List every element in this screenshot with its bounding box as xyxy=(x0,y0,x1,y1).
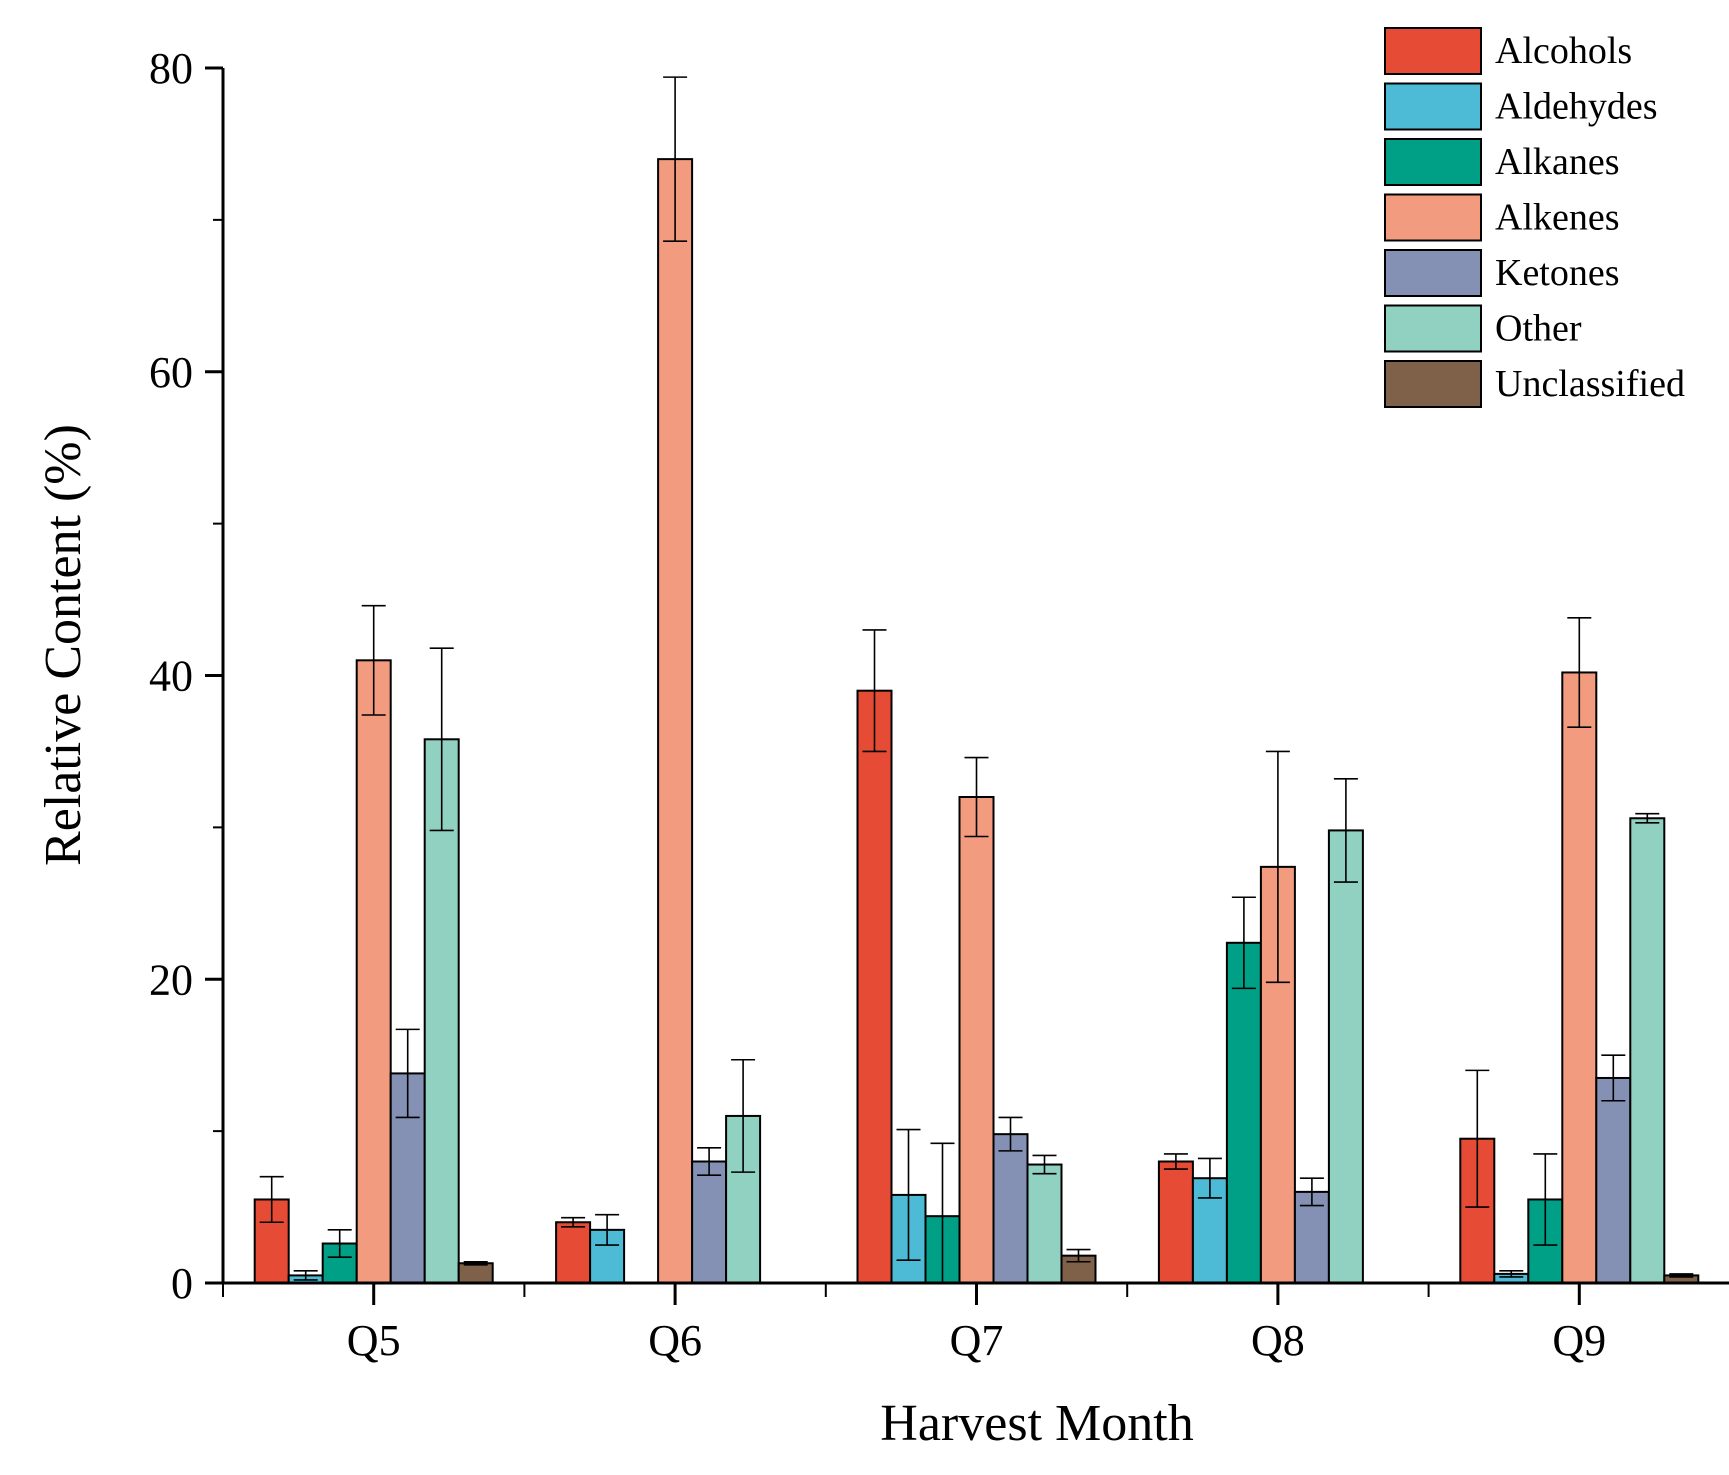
legend-label-alkenes: Alkenes xyxy=(1495,197,1620,239)
legend-item-aldehydes: Aldehydes xyxy=(1384,82,1658,131)
error-bar-aldehydes-q6 xyxy=(595,1213,620,1246)
y-axis-title: Relative Content (%) xyxy=(35,424,92,866)
error-bar-unclassified-q7 xyxy=(1066,1248,1091,1263)
y-tick-label: 20 xyxy=(149,955,193,1004)
error-bar-other-q5 xyxy=(429,647,454,832)
error-bar-ketones-q8 xyxy=(1299,1177,1324,1207)
error-bar-alcohols-q7 xyxy=(862,629,887,753)
bar-alkanes-q8 xyxy=(1225,941,1262,1284)
error-bar-alcohols-q8 xyxy=(1163,1153,1188,1170)
y-tick-label: 80 xyxy=(149,44,193,93)
bar-alcohols-q8 xyxy=(1157,1160,1194,1284)
error-bar-alcohols-q9 xyxy=(1465,1069,1490,1208)
legend-label-alcohols: Alcohols xyxy=(1495,30,1632,72)
error-bar-ketones-q5 xyxy=(395,1028,420,1119)
legend-item-unclassified: Unclassified xyxy=(1384,360,1685,408)
bar-other-q8 xyxy=(1327,829,1364,1284)
legend-label-alkanes: Alkanes xyxy=(1495,141,1620,183)
x-tick-label-q6: Q6 xyxy=(648,1316,702,1365)
error-bar-alcohols-q5 xyxy=(259,1175,284,1224)
error-bar-aldehydes-q5 xyxy=(293,1270,318,1281)
legend-item-ketones: Ketones xyxy=(1384,249,1620,297)
error-bars-layer xyxy=(259,76,1694,1284)
error-bar-alkenes-q6 xyxy=(663,76,688,242)
bar-unclassified-q5 xyxy=(457,1262,494,1284)
bar-ketones-q7 xyxy=(992,1133,1029,1284)
bar-alcohols-q6 xyxy=(555,1221,592,1284)
error-bar-alkenes-q9 xyxy=(1567,616,1592,728)
error-bar-aldehydes-q9 xyxy=(1499,1270,1524,1278)
legend-swatch-other xyxy=(1384,304,1482,353)
bar-other-q7 xyxy=(1026,1163,1063,1284)
error-bar-other-q7 xyxy=(1032,1154,1057,1175)
legend-item-other: Other xyxy=(1384,304,1582,353)
legend-swatch-alkanes xyxy=(1384,138,1482,186)
x-axis-title: Harvest Month xyxy=(880,1395,1193,1452)
error-bar-other-q8 xyxy=(1333,777,1358,883)
bar-alcohols-q7 xyxy=(856,689,893,1284)
x-tick-label-q8: Q8 xyxy=(1251,1316,1305,1365)
error-bar-ketones-q9 xyxy=(1601,1054,1626,1102)
x-tick-label-q9: Q9 xyxy=(1552,1316,1606,1365)
legend-item-alkenes: Alkenes xyxy=(1384,193,1620,242)
error-bar-alkenes-q5 xyxy=(361,604,386,716)
error-bar-other-q9 xyxy=(1635,812,1660,824)
ticks-layer: 0 20 40 60 80 Q5 Q6 Q7 Q8 Q9 xyxy=(149,44,1606,1365)
y-tick-label: 40 xyxy=(149,652,193,701)
error-bar-ketones-q7 xyxy=(998,1116,1023,1152)
bar-alkenes-q9 xyxy=(1561,671,1598,1284)
legend-swatch-unclassified xyxy=(1384,360,1482,408)
error-bar-aldehydes-q7 xyxy=(896,1128,921,1262)
legend-swatch-alcohols xyxy=(1384,27,1482,75)
error-bar-alkanes-q5 xyxy=(327,1229,352,1258)
error-bar-alkanes-q8 xyxy=(1231,896,1256,990)
error-bar-aldehydes-q8 xyxy=(1197,1157,1222,1199)
error-bar-alkenes-q8 xyxy=(1265,750,1290,984)
bar-ketones-q9 xyxy=(1595,1076,1632,1284)
error-bar-unclassified-q5 xyxy=(463,1260,488,1266)
legend-label-unclassified: Unclassified xyxy=(1495,363,1685,405)
y-tick-label: 60 xyxy=(149,348,193,397)
error-bar-alkenes-q7 xyxy=(964,756,989,838)
legend-swatch-aldehydes xyxy=(1384,82,1482,131)
error-bar-ketones-q6 xyxy=(697,1147,722,1176)
legend: Alcohols Aldehydes Alkanes Alkenes Ketones Ot… xyxy=(1384,27,1685,408)
bar-alkenes-q7 xyxy=(958,796,995,1284)
legend-swatch-alkenes xyxy=(1384,193,1482,242)
y-tick-label: 0 xyxy=(171,1259,193,1308)
bar-alkenes-q6 xyxy=(657,158,694,1284)
bar-ketones-q6 xyxy=(691,1160,728,1284)
x-tick-label-q7: Q7 xyxy=(950,1316,1004,1365)
legend-label-ketones: Ketones xyxy=(1495,252,1620,294)
legend-item-alcohols: Alcohols xyxy=(1384,27,1632,75)
error-bar-alcohols-q6 xyxy=(561,1216,586,1228)
legend-label-aldehydes: Aldehydes xyxy=(1495,86,1658,128)
legend-label-other: Other xyxy=(1495,308,1582,350)
legend-item-alkanes: Alkanes xyxy=(1384,138,1620,186)
bar-alkenes-q5 xyxy=(355,659,392,1284)
error-bar-alkanes-q9 xyxy=(1533,1153,1558,1246)
error-bar-unclassified-q9 xyxy=(1669,1273,1694,1278)
error-bar-other-q6 xyxy=(731,1058,756,1173)
bar-other-q9 xyxy=(1629,817,1666,1284)
legend-swatch-ketones xyxy=(1384,249,1482,297)
x-tick-label-q5: Q5 xyxy=(347,1316,401,1365)
